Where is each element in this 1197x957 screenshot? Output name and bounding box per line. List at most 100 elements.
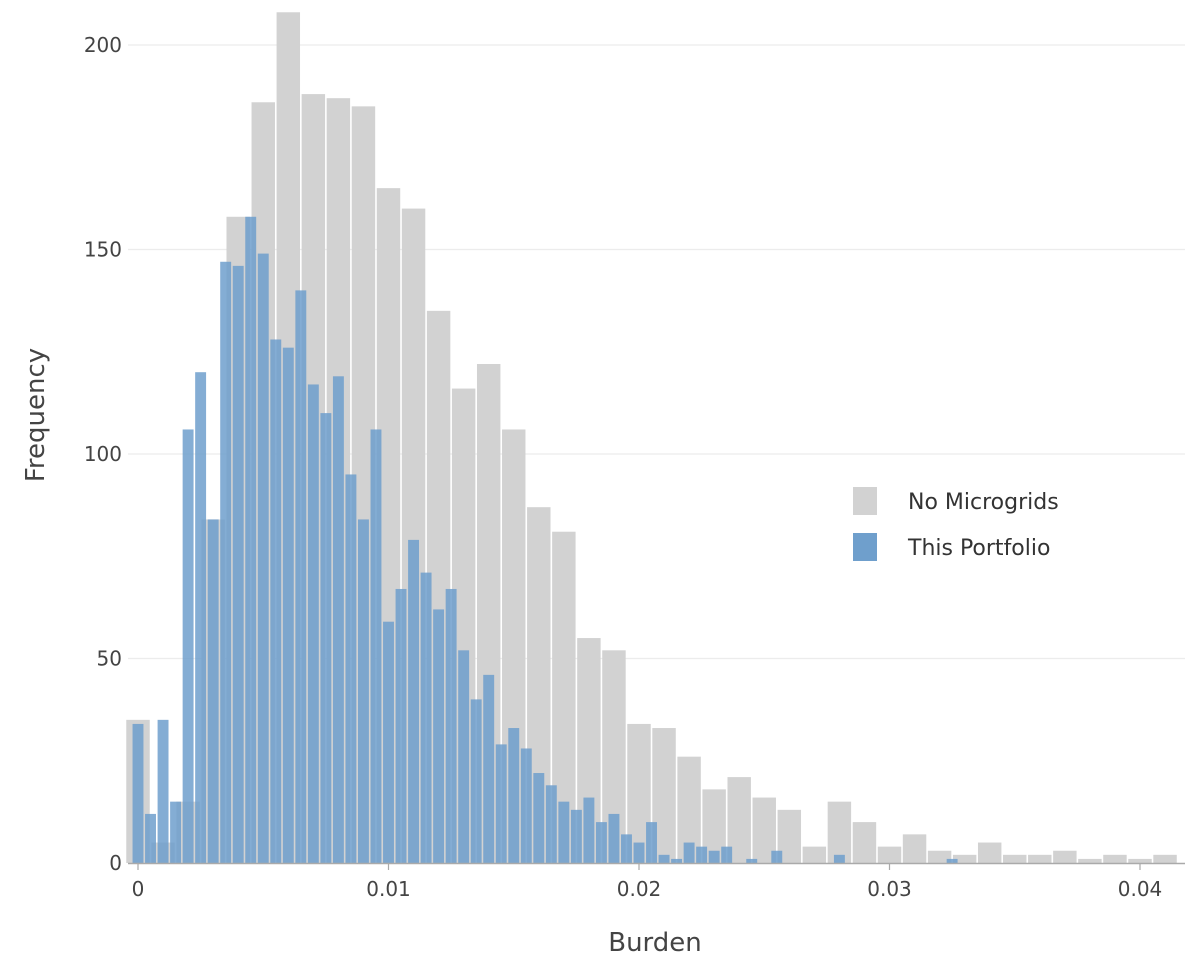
bar-a-23 — [702, 789, 726, 863]
bar-b-2 — [157, 719, 169, 863]
bar-b-34 — [558, 801, 570, 863]
y-axis-ticks: 0 50 100 150 200 — [84, 33, 122, 875]
x-tick-label-1: 0.01 — [366, 877, 411, 901]
bar-b-14 — [307, 384, 319, 863]
bar-b-40 — [633, 842, 645, 863]
bar-b-30 — [508, 728, 520, 863]
bar-b-33 — [545, 785, 557, 863]
bar-a-10 — [376, 188, 401, 863]
bar-b-16 — [332, 376, 344, 863]
bar-a-39 — [1103, 854, 1127, 863]
bar-b-8 — [232, 265, 244, 863]
bar-a-9 — [351, 106, 376, 864]
bar-a-33 — [952, 854, 977, 863]
bar-b-45 — [696, 846, 708, 863]
bar-a-34 — [977, 842, 1002, 863]
bar-a-25 — [752, 797, 776, 863]
bar-b-1 — [145, 813, 156, 863]
bar-a-26 — [777, 809, 802, 863]
bar-b-32 — [533, 773, 545, 863]
bar-b-12 — [282, 347, 294, 863]
bar-a-17 — [552, 531, 576, 863]
bar-b-22 — [408, 539, 420, 863]
bar-b-46 — [708, 850, 720, 863]
x-tick-label-2: 0.02 — [617, 877, 662, 901]
bar-b-65 — [946, 858, 958, 863]
bar-b-23 — [420, 572, 432, 863]
bar-b-38 — [608, 813, 620, 863]
legend-label-no-microgrids: No Microgrids — [908, 490, 1059, 515]
y-tick-label-1: 50 — [97, 647, 122, 671]
bar-a-40 — [1128, 858, 1152, 863]
bar-a-37 — [1053, 850, 1077, 863]
legend[interactable]: No Microgrids This Portfolio — [853, 487, 1059, 561]
bar-a-32 — [927, 850, 952, 863]
bar-b-19 — [370, 429, 382, 863]
bar-a-18 — [577, 638, 601, 863]
bar-b-47 — [721, 846, 733, 863]
bar-b-6 — [207, 519, 219, 863]
bar-b-25 — [445, 588, 457, 863]
legend-label-this-portfolio: This Portfolio — [907, 536, 1050, 561]
bar-b-28 — [483, 674, 495, 863]
x-axis-title: Burden — [608, 928, 702, 957]
bar-a-12 — [426, 310, 451, 864]
bar-b-5 — [195, 372, 207, 863]
legend-swatch-this-portfolio — [853, 533, 877, 561]
bar-b-44 — [683, 842, 695, 863]
bar-a-14 — [476, 364, 501, 863]
bar-a-29 — [852, 822, 877, 863]
x-tick-label-3: 0.03 — [867, 877, 912, 901]
bar-b-56 — [833, 854, 845, 863]
bar-a-31 — [902, 834, 927, 863]
bar-a-21 — [652, 728, 676, 863]
bar-b-26 — [458, 650, 470, 863]
bar-b-18 — [357, 519, 369, 863]
bar-b-49 — [746, 858, 758, 863]
bar-a-13 — [451, 388, 476, 863]
bar-b-13 — [295, 290, 307, 863]
y-tick-label-2: 100 — [84, 442, 122, 466]
bar-b-35 — [570, 809, 582, 863]
bar-a-15 — [502, 429, 526, 863]
bar-b-17 — [345, 474, 357, 863]
bar-b-42 — [658, 854, 670, 863]
x-tick-label-0: 0 — [132, 877, 145, 901]
bar-b-4 — [182, 429, 194, 863]
x-tick-label-4: 0.04 — [1118, 877, 1163, 901]
bar-a-11 — [401, 208, 426, 864]
bar-b-21 — [395, 588, 407, 863]
bar-b-39 — [621, 834, 632, 863]
bar-a-28 — [827, 801, 852, 863]
bar-b-41 — [646, 822, 657, 863]
bar-b-24 — [433, 609, 445, 863]
bar-a-41 — [1153, 854, 1177, 863]
bar-b-20 — [383, 621, 394, 863]
legend-swatch-no-microgrids — [853, 487, 877, 515]
bar-b-9 — [245, 216, 257, 863]
bar-b-29 — [495, 744, 507, 863]
bar-b-43 — [671, 858, 683, 863]
y-axis-title: Frequency — [21, 348, 51, 482]
bar-a-30 — [877, 846, 902, 863]
bar-a-19 — [602, 650, 626, 863]
series-this-portfolio-bars — [132, 216, 958, 864]
x-axis-ticks: 0 0.01 0.02 0.03 0.04 — [132, 863, 1163, 901]
bar-a-16 — [527, 507, 551, 863]
bar-b-0 — [132, 723, 144, 863]
bar-b-51 — [771, 850, 783, 863]
y-tick-label-3: 150 — [84, 238, 122, 262]
legend-item-this-portfolio[interactable]: This Portfolio — [853, 533, 1050, 561]
bar-a-38 — [1078, 858, 1102, 863]
bar-b-27 — [470, 699, 482, 863]
bar-a-24 — [727, 777, 751, 863]
bar-b-15 — [320, 413, 332, 863]
legend-item-no-microgrids[interactable]: No Microgrids — [853, 487, 1059, 515]
bar-b-36 — [583, 797, 595, 863]
y-tick-label-4: 200 — [84, 33, 122, 57]
bar-b-31 — [520, 748, 532, 863]
bar-a-35 — [1003, 854, 1027, 863]
bar-a-27 — [802, 846, 827, 863]
bar-b-10 — [257, 253, 269, 864]
